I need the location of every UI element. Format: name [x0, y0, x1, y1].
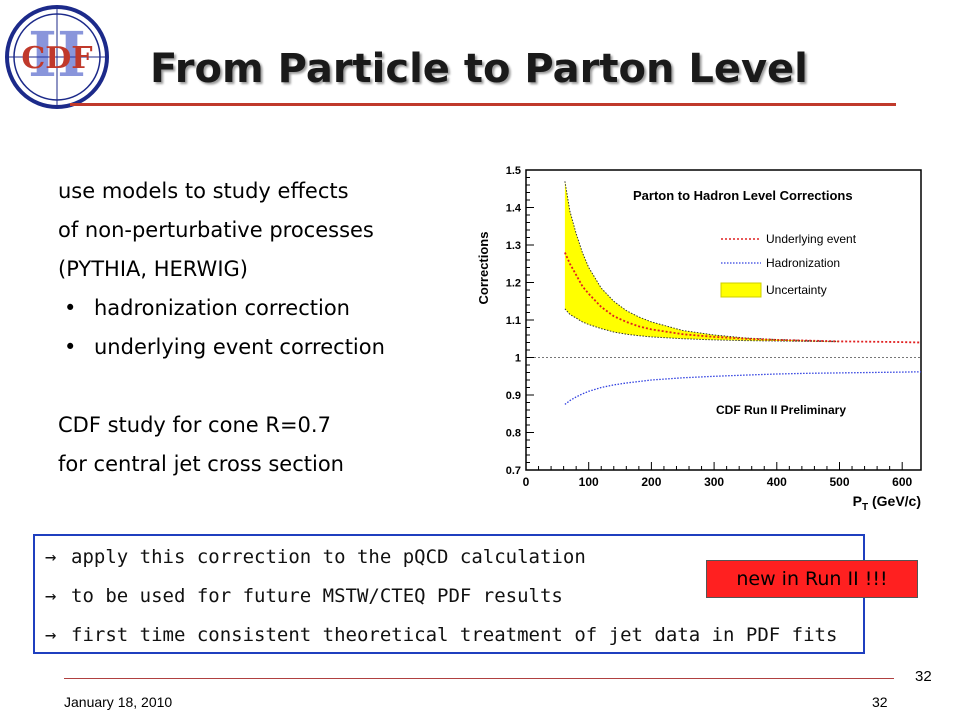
- intro-line-1: use models to study effects: [58, 179, 349, 203]
- y-tick-label: 1.3: [506, 240, 521, 252]
- study-line-1: CDF study for cone R=0.7: [58, 413, 331, 437]
- y-tick-label: 0.8: [506, 428, 521, 440]
- new-badge: new in Run II !!!: [706, 560, 918, 598]
- page-number: 32: [915, 668, 932, 685]
- arrow-right-icon: →: [45, 585, 57, 607]
- chart-legend: Underlying event Hadronization Uncertain…: [720, 232, 857, 298]
- callout-text: first time consistent theoretical treatm…: [71, 624, 838, 646]
- intro-line-3: (PYTHIA, HERWIG): [58, 257, 248, 281]
- legend-label: Underlying event: [766, 232, 857, 246]
- x-tick-label: 400: [767, 475, 787, 489]
- series-line-hadronization: [564, 371, 922, 405]
- callout-line: → to be used for future MSTW/CTEQ PDF res…: [45, 585, 563, 607]
- y-axis-label: Corrections: [476, 232, 491, 305]
- x-axis-label-main: P: [853, 493, 862, 509]
- bullet-item: • hadronization correction: [58, 289, 385, 328]
- bullet-item: • underlying event correction: [58, 328, 385, 367]
- series-line-underlying-event: [564, 252, 922, 344]
- x-axis-label: PT (GeV/c): [853, 493, 921, 513]
- intro-line-2: of non-perturbative processes: [58, 218, 374, 242]
- bullet-text: hadronization correction: [94, 296, 350, 320]
- callout-box: → apply this correction to the pQCD calcu…: [33, 534, 865, 654]
- y-tick-label: 1: [515, 353, 521, 365]
- y-tick-label: 1.5: [506, 165, 521, 177]
- callout-text: to be used for future MSTW/CTEQ PDF resu…: [71, 585, 563, 607]
- corrections-chart: 0 100 200 300 400 500 600 0.7 0.8 0.9 1 1.1 1.2 1.3 1.…: [476, 165, 922, 513]
- callout-line: → apply this correction to the pQCD calcu…: [45, 546, 586, 568]
- x-tick-label: 500: [829, 475, 849, 489]
- callout-text: apply this correction to the pQCD calcul…: [71, 546, 586, 568]
- bullet-text: underlying event correction: [94, 335, 385, 359]
- arrow-right-icon: →: [45, 546, 57, 568]
- uncertainty-band: [564, 181, 840, 342]
- title-divider: [70, 103, 896, 106]
- x-tick-label: 300: [704, 475, 724, 489]
- bullet-dot-icon: •: [64, 296, 77, 320]
- y-tick-label: 1.1: [506, 315, 521, 327]
- bullet-dot-icon: •: [64, 335, 77, 359]
- legend-swatch-unc: [720, 282, 762, 298]
- chart-subtitle: CDF Run II Preliminary: [716, 403, 846, 417]
- x-tick-label: 0: [523, 475, 530, 489]
- page-title: From Particle to Parton Level: [150, 46, 808, 92]
- y-tick-label: 0.9: [506, 390, 521, 402]
- legend-label: Uncertainty: [766, 283, 827, 297]
- band-lower-edge: [564, 308, 840, 343]
- legend-label: Hadronization: [766, 256, 840, 270]
- x-tick-label: 100: [579, 475, 599, 489]
- y-tick-label: 0.7: [506, 465, 521, 477]
- arrow-right-icon: →: [45, 624, 57, 646]
- x-axis-label-sub: T: [862, 502, 868, 513]
- band-upper-edge: [564, 181, 840, 342]
- x-axis-label-unit: (GeV/c): [868, 493, 921, 509]
- cdf-logo: II CDF: [5, 5, 109, 109]
- study-line-2: for central jet cross section: [58, 452, 344, 476]
- y-tick-label: 1.2: [506, 278, 521, 290]
- y-tick-label: 1.4: [506, 203, 522, 215]
- footer-page-number: 32: [872, 694, 888, 710]
- x-tick-label: 600: [892, 475, 912, 489]
- callout-line: → first time consistent theoretical treat…: [45, 624, 837, 646]
- main-text: use models to study effects of non-pertu…: [58, 172, 385, 484]
- logo-letters: CDF: [21, 41, 92, 76]
- footer-date: January 18, 2010: [64, 694, 173, 710]
- footer-divider: [64, 678, 894, 679]
- chart-title: Parton to Hadron Level Corrections: [633, 188, 853, 203]
- x-tick-label: 200: [641, 475, 661, 489]
- logo-numeral: II: [28, 18, 86, 91]
